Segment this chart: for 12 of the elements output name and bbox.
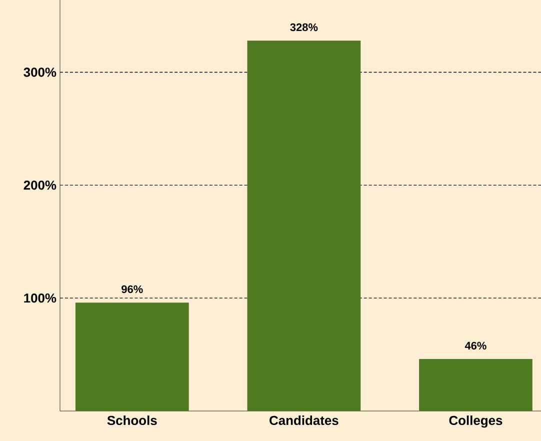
bar <box>419 359 532 411</box>
y-tick-label: 200% <box>24 180 56 190</box>
y-tick-label: 100% <box>24 294 56 303</box>
data-label: 328% <box>290 23 318 32</box>
bar <box>247 40 361 411</box>
bar <box>75 302 189 411</box>
data-label: 96% <box>122 285 143 294</box>
x-tick-label: Colleges <box>449 416 502 428</box>
x-tick-label: Schools <box>107 416 157 426</box>
x-tick-label: Candidates <box>270 416 338 426</box>
data-label: 46% <box>464 342 486 350</box>
y-tick-label: 300% <box>24 68 56 77</box>
